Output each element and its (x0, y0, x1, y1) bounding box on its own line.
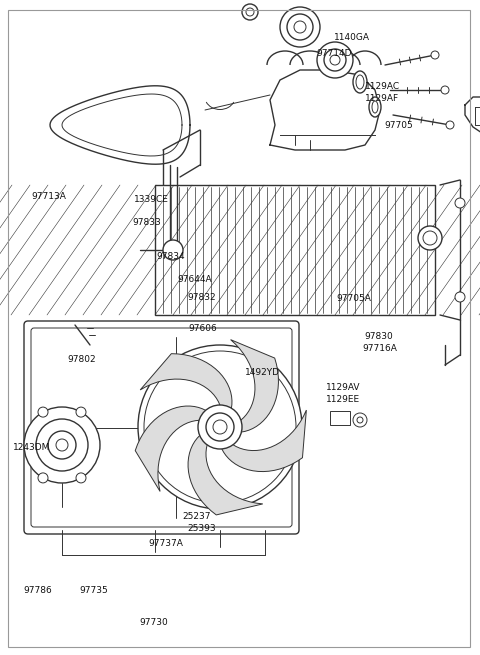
Circle shape (38, 407, 48, 417)
Polygon shape (188, 433, 263, 515)
Ellipse shape (353, 71, 367, 93)
Polygon shape (140, 354, 232, 412)
Text: 1129AF: 1129AF (365, 94, 399, 103)
Text: 1129EE: 1129EE (326, 395, 360, 404)
Text: 97737A: 97737A (149, 539, 184, 548)
Circle shape (330, 55, 340, 65)
Text: 25237: 25237 (182, 512, 211, 521)
Text: 97606: 97606 (188, 324, 217, 333)
Text: 97730: 97730 (139, 618, 168, 627)
Text: 97834: 97834 (156, 252, 185, 261)
Text: 97832: 97832 (187, 293, 216, 302)
Circle shape (353, 413, 367, 427)
Circle shape (48, 431, 76, 459)
Circle shape (455, 198, 465, 208)
Text: 97786: 97786 (23, 586, 52, 595)
Circle shape (317, 42, 353, 78)
Circle shape (294, 21, 306, 33)
Circle shape (138, 345, 302, 509)
Circle shape (287, 14, 313, 40)
Text: 1492YD: 1492YD (245, 367, 280, 377)
Circle shape (206, 413, 234, 441)
Circle shape (36, 419, 88, 471)
Circle shape (38, 473, 48, 483)
Text: 97705A: 97705A (336, 293, 371, 303)
Text: 1129AV: 1129AV (326, 383, 361, 392)
Text: 97716A: 97716A (362, 344, 397, 353)
Circle shape (144, 351, 296, 503)
Circle shape (431, 51, 439, 59)
Circle shape (163, 240, 183, 260)
Text: 1339CE: 1339CE (134, 195, 169, 204)
Text: 1140GA: 1140GA (334, 33, 370, 43)
Ellipse shape (369, 97, 381, 117)
Ellipse shape (356, 75, 364, 89)
Circle shape (423, 231, 437, 245)
Circle shape (76, 407, 86, 417)
Circle shape (357, 417, 363, 423)
Text: 97714D: 97714D (317, 49, 352, 58)
FancyBboxPatch shape (31, 328, 292, 527)
Circle shape (441, 86, 449, 94)
Circle shape (418, 226, 442, 250)
Polygon shape (230, 340, 278, 432)
Circle shape (198, 405, 242, 449)
Circle shape (76, 473, 86, 483)
FancyBboxPatch shape (24, 321, 299, 534)
Circle shape (56, 439, 68, 451)
Text: 97713A: 97713A (31, 192, 66, 201)
Polygon shape (220, 410, 306, 472)
Text: 97833: 97833 (132, 218, 161, 227)
Text: 25393: 25393 (187, 524, 216, 533)
Bar (330, 411, 350, 425)
Text: 97705: 97705 (384, 121, 413, 130)
Text: 97644A: 97644A (178, 275, 212, 284)
Circle shape (246, 8, 254, 16)
Circle shape (446, 121, 454, 129)
Circle shape (242, 4, 258, 20)
Text: 1129AC: 1129AC (365, 82, 400, 91)
Circle shape (24, 407, 100, 483)
Ellipse shape (372, 101, 378, 113)
Circle shape (213, 420, 227, 434)
Bar (155, 185, 435, 315)
Polygon shape (135, 406, 209, 491)
Text: 97735: 97735 (79, 586, 108, 595)
Circle shape (455, 292, 465, 302)
Text: 1243DM: 1243DM (13, 443, 51, 452)
Text: 97830: 97830 (365, 331, 394, 341)
Circle shape (280, 7, 320, 47)
Text: 97802: 97802 (67, 355, 96, 364)
Circle shape (324, 49, 346, 71)
